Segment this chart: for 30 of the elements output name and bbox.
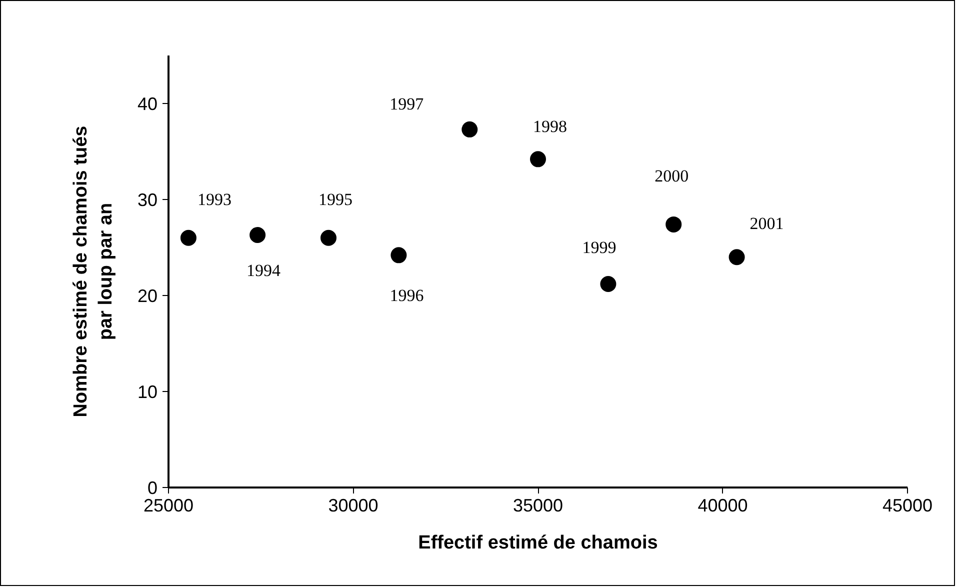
annotation: 1993 — [197, 190, 232, 209]
y-tick-label: 30 — [137, 190, 158, 210]
annotation: 1996 — [390, 286, 424, 306]
point — [728, 249, 745, 266]
y-axis-title: Nombre estimé de chamois tués par loup par an — [70, 126, 116, 418]
x-tick-label: 35000 — [512, 496, 564, 516]
annotation: 1999 — [582, 238, 616, 257]
y-tick-label: 0 — [147, 478, 158, 498]
annotation: 1995 — [318, 190, 352, 209]
point — [320, 230, 336, 246]
x-tick-label: 25000 — [143, 496, 194, 516]
y-tick-label: 10 — [137, 382, 158, 402]
x-tick-label: 30000 — [328, 496, 378, 516]
point — [180, 230, 196, 246]
annotation: 1997 — [390, 94, 424, 114]
point — [250, 227, 266, 244]
annotation: 2001 — [750, 214, 784, 234]
point — [462, 121, 478, 138]
annotation: 2000 — [654, 166, 689, 186]
annotation: 1998 — [533, 117, 567, 136]
point — [530, 151, 546, 168]
x-tick-label: 45000 — [882, 496, 933, 516]
y-tick-label: 20 — [137, 286, 158, 306]
x-tick-label: 40000 — [698, 496, 748, 516]
x-axis-title: Effectif estimé de chamois — [418, 532, 658, 554]
point — [600, 276, 616, 292]
point — [666, 216, 682, 232]
y-tick-label: 40 — [137, 94, 158, 114]
annotation: 1994 — [246, 261, 282, 280]
point — [390, 247, 407, 264]
